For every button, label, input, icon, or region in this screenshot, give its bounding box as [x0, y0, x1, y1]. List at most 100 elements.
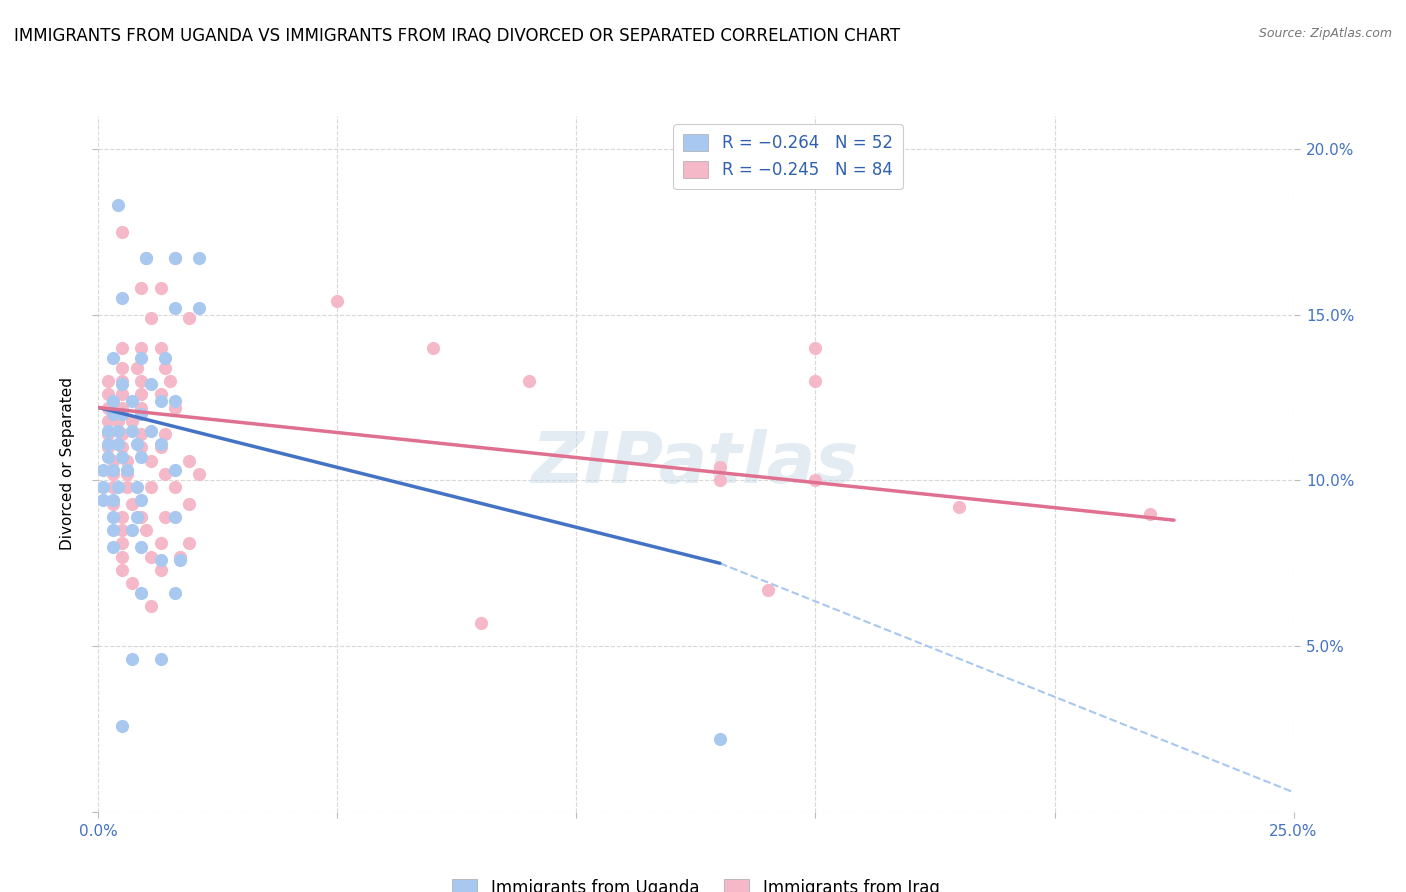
- Point: [131, 374, 153, 388]
- Point: [111, 440, 134, 454]
- Point: [709, 731, 731, 746]
- Point: [111, 549, 134, 564]
- Point: [149, 440, 172, 454]
- Point: [163, 586, 186, 600]
- Point: [111, 387, 134, 401]
- Point: [131, 351, 153, 365]
- Point: [131, 509, 153, 524]
- Point: [101, 393, 124, 408]
- Point: [179, 453, 201, 467]
- Point: [111, 377, 134, 392]
- Point: [149, 553, 172, 567]
- Point: [111, 407, 134, 421]
- Point: [101, 540, 124, 554]
- Point: [111, 374, 134, 388]
- Point: [155, 351, 177, 365]
- Point: [163, 301, 186, 315]
- Point: [97, 450, 120, 465]
- Point: [155, 509, 177, 524]
- Point: [163, 509, 186, 524]
- Point: [179, 311, 201, 326]
- Point: [422, 341, 444, 355]
- Point: [149, 437, 172, 451]
- Point: [101, 523, 124, 537]
- Point: [125, 437, 148, 451]
- Point: [187, 252, 209, 266]
- Point: [948, 500, 970, 514]
- Point: [107, 414, 129, 428]
- Point: [121, 497, 143, 511]
- Point: [135, 252, 157, 266]
- Point: [155, 467, 177, 481]
- Point: [139, 453, 162, 467]
- Point: [107, 480, 129, 494]
- Point: [101, 351, 124, 365]
- Point: [111, 291, 134, 305]
- Point: [131, 401, 153, 415]
- Point: [149, 536, 172, 550]
- Point: [101, 463, 124, 477]
- Point: [131, 586, 153, 600]
- Point: [97, 414, 120, 428]
- Point: [111, 225, 134, 239]
- Point: [163, 480, 186, 494]
- Point: [131, 450, 153, 465]
- Point: [470, 615, 492, 630]
- Point: [163, 401, 186, 415]
- Point: [107, 424, 129, 438]
- Point: [163, 463, 186, 477]
- Point: [111, 427, 134, 442]
- Point: [135, 252, 157, 266]
- Point: [155, 360, 177, 375]
- Y-axis label: Divorced or Separated: Divorced or Separated: [60, 377, 75, 550]
- Point: [155, 427, 177, 442]
- Point: [111, 341, 134, 355]
- Point: [139, 311, 162, 326]
- Point: [131, 493, 153, 508]
- Point: [159, 374, 181, 388]
- Point: [107, 437, 129, 451]
- Point: [139, 480, 162, 494]
- Point: [131, 440, 153, 454]
- Point: [131, 407, 153, 421]
- Point: [804, 341, 827, 355]
- Point: [163, 252, 186, 266]
- Point: [91, 480, 114, 494]
- Point: [111, 450, 134, 465]
- Point: [101, 493, 124, 508]
- Point: [111, 563, 134, 577]
- Point: [187, 467, 209, 481]
- Point: [169, 553, 191, 567]
- Point: [804, 374, 827, 388]
- Point: [139, 599, 162, 614]
- Point: [131, 540, 153, 554]
- Point: [115, 453, 138, 467]
- Point: [97, 374, 120, 388]
- Point: [111, 509, 134, 524]
- Point: [169, 549, 191, 564]
- Legend: Immigrants from Uganda, Immigrants from Iraq: Immigrants from Uganda, Immigrants from …: [446, 872, 946, 892]
- Point: [115, 463, 138, 477]
- Point: [139, 549, 162, 564]
- Point: [756, 582, 779, 597]
- Point: [131, 387, 153, 401]
- Point: [101, 509, 124, 524]
- Point: [1139, 507, 1161, 521]
- Point: [101, 407, 124, 421]
- Point: [139, 377, 162, 392]
- Point: [97, 427, 120, 442]
- Point: [91, 463, 114, 477]
- Point: [121, 424, 143, 438]
- Point: [97, 440, 120, 454]
- Point: [149, 563, 172, 577]
- Point: [804, 474, 827, 488]
- Point: [111, 536, 134, 550]
- Point: [131, 341, 153, 355]
- Point: [709, 460, 731, 475]
- Point: [97, 387, 120, 401]
- Point: [149, 652, 172, 666]
- Point: [115, 467, 138, 481]
- Point: [121, 652, 143, 666]
- Point: [121, 576, 143, 591]
- Point: [115, 480, 138, 494]
